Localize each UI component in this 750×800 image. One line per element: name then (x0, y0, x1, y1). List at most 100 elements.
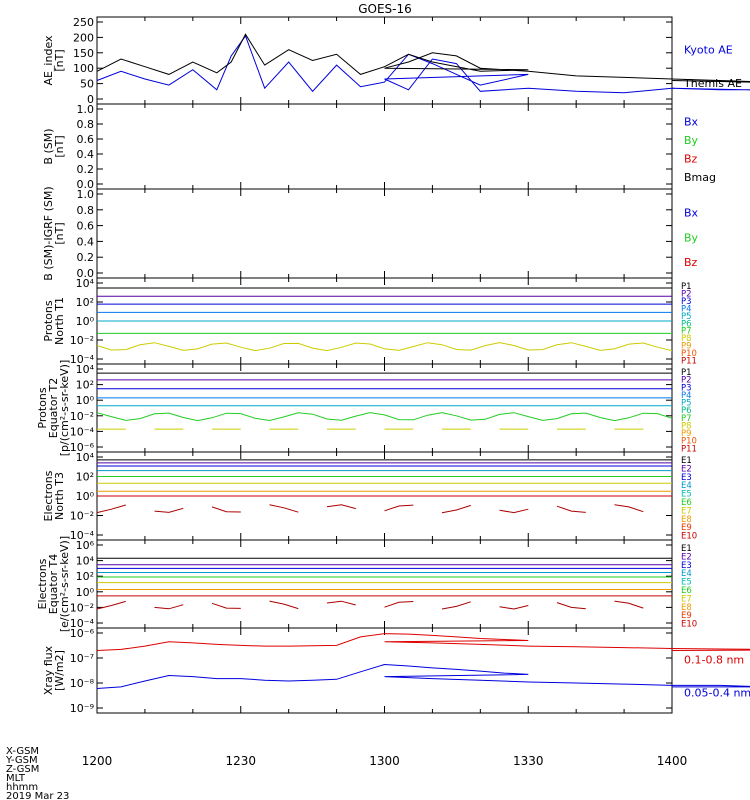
legend-label: P8 (681, 334, 692, 344)
y-axis-label: B (SM) (42, 128, 55, 164)
y-axis-label: Equator T2 (47, 378, 60, 438)
y-tick-label: 200 (73, 31, 94, 44)
y-axis-label: [p/(cm²-s-sr-keV)] (58, 360, 71, 457)
series-line-8 (269, 504, 299, 513)
legend-label: P10 (681, 437, 697, 447)
x-tick-label: 1300 (369, 754, 400, 768)
legend-label: P10 (681, 349, 697, 359)
y-tick-label: 1.0 (77, 188, 95, 201)
y-tick-label: 10⁻⁴ (70, 617, 95, 630)
series-line-0 (96, 633, 750, 651)
y-axis-label: North T3 (53, 472, 66, 520)
y-tick-label: 10⁻⁴ (70, 425, 95, 438)
legend-label: P1 (681, 282, 692, 292)
legend-label: P6 (681, 406, 692, 416)
x-tick-label: 1230 (225, 754, 256, 768)
legend-label: E4 (681, 481, 692, 491)
y-tick-label: 0.4 (77, 148, 95, 161)
x-tick-label: 1330 (513, 754, 544, 768)
legend-label: P3 (681, 383, 692, 393)
legend-label: E6 (681, 498, 692, 508)
panel-frame (96, 103, 673, 190)
legend-label: P5 (681, 312, 692, 322)
x-tick-label: 1400 (657, 754, 688, 768)
legend-label: 0.1-0.8 nm (684, 654, 744, 667)
panel-frame (96, 363, 673, 453)
series-line-8 (441, 601, 471, 610)
y-tick-label: 10⁻⁹ (70, 702, 94, 715)
y-tick-label: 50 (80, 78, 94, 91)
legend-label: Bmag (684, 171, 716, 184)
legend-label: E1 (681, 544, 692, 554)
y-tick-label: 10⁻⁷ (70, 652, 94, 665)
series-line-8 (269, 600, 299, 610)
y-axis-label: AE_index (42, 35, 55, 86)
panel-frame (96, 16, 673, 105)
legend-label: E5 (681, 490, 692, 500)
y-axis-label: Equator T4 (47, 554, 60, 614)
y-axis-label: Electrons (42, 470, 55, 521)
series-line-1 (96, 663, 750, 689)
legend-label: Themis AE (683, 77, 742, 90)
y-tick-label: 10⁶ (76, 539, 95, 552)
footer-row: hhmm (6, 782, 38, 793)
legend-label: E1 (681, 456, 692, 466)
legend-label: Bz (684, 256, 698, 269)
series-line-8 (499, 508, 529, 514)
series-line-5 (96, 412, 673, 422)
legend-label: E2 (681, 552, 692, 562)
time-axis: 1200 1230 1300 1330 1400 (82, 754, 688, 768)
panel-bsm: 1.0 0.8 0.6 0.4 0.2 0.0 B (SM)[nT] Bx By Bz Bmag (42, 103, 716, 191)
legend-label: Bz (684, 152, 698, 165)
series-line-8 (441, 504, 471, 514)
panel-xray: 10⁻⁶ 10⁻⁷ 10⁻⁸ 10⁻⁹ Xray flux[W/m2] 0.1-0.8 n… (42, 627, 750, 715)
series-line-8 (614, 600, 644, 609)
y-axis-label: B (SM)-IGRF (SM) (42, 186, 55, 280)
y-tick-label: 0.2 (77, 251, 95, 264)
legend-label: E6 (681, 586, 692, 596)
y-tick-label: 0 (87, 93, 94, 106)
y-tick-label: 0.2 (77, 163, 95, 176)
y-tick-label: 0.6 (77, 220, 95, 233)
legend-label: P1 (681, 368, 692, 378)
series-line-8 (384, 504, 414, 512)
legend-label: P7 (681, 327, 692, 337)
y-tick-label: 10⁻⁴ (70, 529, 95, 542)
legend-label: P9 (681, 429, 692, 439)
figure-title: GOES-16 (358, 2, 412, 16)
y-tick-label: 10² (76, 379, 94, 392)
series-line-8 (556, 602, 586, 610)
y-tick-label: 10⁰ (76, 490, 95, 503)
legend-label: P8 (681, 421, 692, 431)
footer-row: Y-GSM (5, 755, 38, 766)
y-axis-label: Protons (36, 387, 49, 428)
y-axis-label: Electrons (36, 558, 49, 609)
y-tick-label: 10⁻² (70, 410, 94, 423)
legend-label: P7 (681, 414, 692, 424)
series-line-8 (326, 504, 356, 510)
footer-row: 2019 Mar 23 (6, 791, 69, 800)
legend-label: Bx (684, 207, 699, 220)
legend-label: E10 (681, 532, 697, 542)
legend-label: P3 (681, 297, 692, 307)
series-line-8 (384, 601, 414, 608)
legend-label: P11 (681, 444, 697, 454)
series-line-8 (614, 504, 644, 513)
y-axis-label: [W/m2] (53, 650, 66, 691)
y-axis-label: Protons (42, 300, 55, 341)
legend-label: P4 (681, 304, 692, 314)
y-tick-label: 10⁴ (76, 451, 95, 464)
series-line-0 (96, 34, 750, 94)
y-tick-label: 10² (76, 296, 94, 309)
y-tick-label: 0.0 (77, 267, 95, 280)
series-line-8 (96, 504, 126, 514)
panel-bigrf: 1.0 0.8 0.6 0.4 0.2 0.0 B (SM)-IGRF (SM)[nT] Bx… (42, 186, 699, 280)
x-tick-label: 1200 (82, 754, 113, 768)
legend-label: P9 (681, 342, 692, 352)
y-tick-label: 10⁻⁶ (70, 441, 95, 454)
y-tick-label: 10⁻² (70, 601, 94, 614)
